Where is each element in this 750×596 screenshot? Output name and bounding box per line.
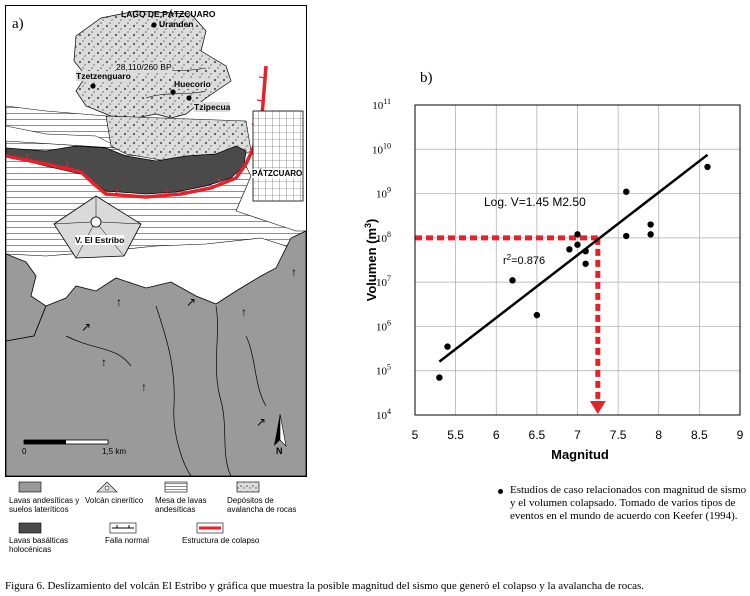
chart-x-ticks: 5 5.5 6 6.5 7 7.5 8 8.5 9 — [412, 428, 744, 442]
svg-text:↑: ↑ — [101, 355, 107, 369]
y-tick-label: 108 — [376, 230, 391, 245]
x-tick-label: 7 — [574, 428, 581, 442]
data-point — [574, 231, 581, 238]
chart-x-label: Magnitud — [551, 447, 609, 462]
mesa-swatch — [164, 481, 188, 493]
x-tick-label: 5 — [412, 428, 419, 442]
point-marker-icon — [498, 489, 503, 494]
data-point — [623, 232, 630, 240]
north-arrow-icon — [274, 413, 287, 447]
data-point — [647, 221, 654, 228]
tzipecua-label: Tzipecua — [194, 102, 231, 112]
panel-b-label: b) — [420, 70, 433, 86]
x-tick-label: 6.5 — [529, 428, 546, 442]
chart-legend-note: Estudios de caso relacionados con magnit… — [492, 484, 747, 523]
x-tick-label: 7.5 — [610, 428, 627, 442]
svg-text:↗: ↗ — [256, 415, 266, 429]
data-point — [623, 188, 630, 195]
data-point — [582, 260, 589, 267]
legend-swatches — [18, 481, 260, 534]
fault-swatch — [109, 522, 137, 534]
cinder-swatch — [96, 481, 118, 493]
data-point — [533, 311, 541, 319]
svg-text:↗: ↗ — [81, 320, 91, 334]
svg-text:↑: ↑ — [291, 265, 297, 279]
andesitic-lower-area — [6, 230, 306, 476]
svg-text:↑: ↑ — [116, 295, 122, 309]
legend-fault: Falla normal — [105, 536, 150, 545]
y-tick-label: 107 — [376, 274, 391, 289]
data-point — [574, 241, 581, 248]
y-tick-label: 105 — [376, 363, 391, 378]
patzcuaro-label: PÁTZCUARO — [252, 169, 303, 178]
r2-label: r2=0.876 — [503, 253, 545, 267]
huecorio-label: Huecorio — [174, 79, 211, 89]
collapse-swatch — [196, 522, 224, 534]
regression-line — [438, 153, 709, 363]
data-point — [436, 374, 443, 381]
scale-end-label: 1,5 km — [102, 447, 127, 456]
legend-mesa: Mesa de lavas andesíticas — [155, 496, 207, 514]
chart-points — [436, 163, 711, 381]
figure-caption: Figura 6. Deslizamiento del volcán El Es… — [5, 580, 645, 592]
chart-y-label: Volumen (m3) — [363, 219, 379, 302]
y-tick-label: 1010 — [372, 141, 391, 156]
panel-a-label: a) — [12, 16, 24, 32]
scale-zero-label: 0 — [22, 447, 27, 456]
svg-text:↑: ↑ — [241, 305, 247, 319]
x-tick-label: 5.5 — [447, 428, 464, 442]
y-tick-label: 1011 — [372, 97, 391, 112]
patzcuaro-town — [252, 110, 304, 202]
chart-fit-line — [438, 153, 709, 363]
y-tick-label: 104 — [376, 407, 391, 422]
chart-grid — [415, 105, 740, 415]
equation-label: Log. V=1.45 M2.50 — [484, 195, 586, 209]
uranden-label: Uranden — [159, 19, 194, 29]
chart-projection — [415, 235, 606, 414]
data-point — [582, 247, 589, 255]
data-point — [566, 246, 573, 253]
data-point — [704, 163, 711, 171]
x-tick-label: 8.5 — [691, 428, 708, 442]
svg-text:↗: ↗ — [186, 295, 196, 309]
avalanche-swatch — [236, 481, 260, 493]
y-tick-label: 106 — [376, 318, 391, 333]
plot-frame — [414, 104, 741, 416]
scale-bar-graphic — [23, 439, 109, 445]
map-legend: Lavas andesíticas y suelos lateríticos V… — [5, 478, 305, 560]
andesitic-swatch — [18, 481, 42, 493]
x-tick-label: 6 — [493, 428, 500, 442]
data-point — [444, 343, 451, 350]
geologic-map: ↗ ↑ ↑ ↑ ↗ ↑ ↑ ↗ — [6, 10, 306, 476]
svg-text:↑: ↑ — [141, 380, 147, 394]
legend-andesitic: Lavas andesíticas y suelos lateríticos — [9, 496, 80, 514]
tzetzenguaro-label: Tzetzenguaro — [76, 71, 131, 81]
legend-basaltic: Lavas basálticas holocénicas — [9, 536, 69, 554]
legend-note-text: Estudios de caso relacionados con magnit… — [510, 484, 747, 522]
dating-label: 28,110/260 BP — [116, 62, 172, 72]
north-label: N — [276, 446, 283, 456]
legend-avalanche: Depósitos de avalancha de rocas — [227, 496, 297, 514]
magnitude-volume-chart: 5 5.5 6 6.5 7 7.5 8 8.5 9 104 105 106 107 108 109 1010… — [363, 97, 744, 462]
x-tick-label: 8 — [655, 428, 662, 442]
y-tick-label: 109 — [376, 186, 391, 201]
lake-label: LAGO DE PÁTZCUARO — [121, 9, 216, 19]
legend-cinder: Volcán cinerítico — [85, 496, 144, 505]
x-tick-label: 9 — [737, 428, 744, 442]
basaltic-swatch — [18, 522, 42, 534]
data-point — [647, 231, 654, 238]
chart-y-ticks: 104 105 106 107 108 109 1010 1011 — [372, 97, 391, 422]
legend-collapse: Estructura de colapso — [182, 536, 260, 545]
data-point — [509, 277, 516, 284]
map-panel: ↗ ↑ ↑ ↑ ↗ ↑ ↑ ↗ — [5, 5, 307, 477]
volcano-label: V. El Estribo — [75, 235, 125, 245]
projection-arrow-icon — [589, 401, 606, 414]
